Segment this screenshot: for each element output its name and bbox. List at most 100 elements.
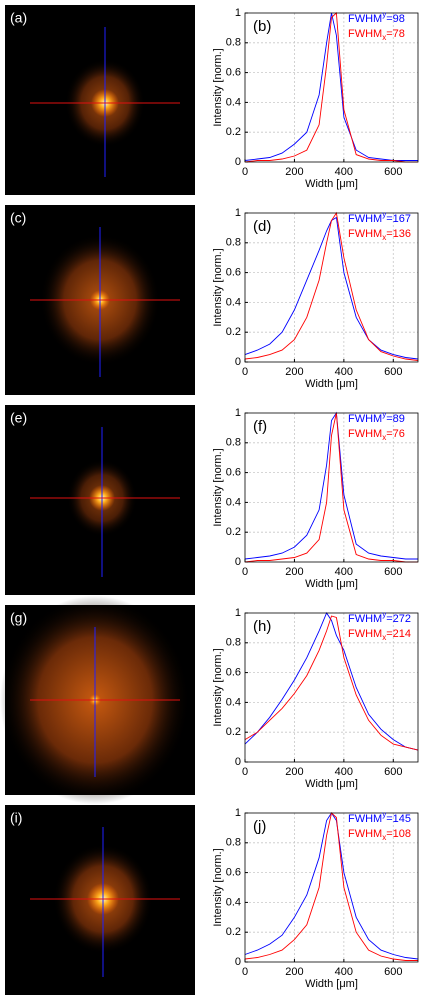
legend-subscript: x	[382, 433, 386, 442]
x-axis-label: Width [μm]	[305, 778, 358, 790]
legend-subscript: y	[382, 10, 386, 19]
legend-name: FWHM	[348, 413, 382, 425]
profile-curve	[244, 411, 418, 560]
image-label: (a)	[10, 10, 27, 26]
x-tick-label: 400	[335, 366, 353, 378]
x-tick-label: 600	[384, 166, 402, 178]
panel-label: (f)	[253, 418, 267, 435]
y-axis-label: Intensity [norm.]	[212, 448, 224, 526]
x-tick-label: 400	[335, 766, 353, 778]
x-tick-label: 600	[384, 966, 402, 978]
y-tick-label: 0.6	[226, 667, 241, 679]
x-tick-label: 0	[242, 766, 248, 778]
legend-value: =98	[386, 13, 405, 25]
y-axis-label: Intensity [norm.]	[212, 48, 224, 126]
image-label: (e)	[10, 410, 27, 426]
profile-curve	[244, 412, 418, 563]
legend-name: FWHM	[348, 828, 382, 840]
legend-name: FWHM	[348, 28, 382, 40]
profile-curve	[244, 615, 419, 751]
y-tick-label: 0.2	[226, 326, 241, 338]
x-tick-label: 200	[285, 566, 303, 578]
image-label: (c)	[10, 210, 26, 226]
y-tick-label: 0	[235, 956, 241, 968]
image-label: (g)	[10, 610, 27, 626]
legend-subscript: x	[382, 233, 386, 242]
y-tick-label: 0.8	[226, 37, 241, 49]
legend-name: FWHM	[348, 13, 382, 25]
legend-value: =214	[386, 628, 411, 640]
legend-entry: FWHMx=76	[348, 428, 405, 442]
legend-value: =78	[386, 28, 405, 40]
y-axis-label: Intensity [norm.]	[212, 848, 224, 926]
legend-entry: FWHMx=136	[348, 228, 411, 242]
legend-name: FWHM	[348, 613, 382, 625]
legend-name: FWHM	[348, 228, 382, 240]
x-tick-label: 200	[285, 966, 303, 978]
x-tick-label: 0	[242, 166, 248, 178]
y-tick-label: 0.2	[226, 726, 241, 738]
x-axis-label: Width [μm]	[305, 378, 358, 390]
legend-value: =76	[386, 428, 405, 440]
x-tick-label: 200	[285, 166, 303, 178]
image-label: (i)	[10, 810, 22, 826]
y-tick-label: 0.4	[226, 96, 241, 108]
y-tick-label: 0.8	[226, 437, 241, 449]
legend-subscript: x	[382, 833, 386, 842]
panel-label: (d)	[253, 218, 271, 235]
legend-subscript: y	[382, 410, 386, 419]
y-tick-label: 0.8	[226, 237, 241, 249]
y-tick-label: 0	[235, 156, 241, 168]
legend-value: =167	[386, 213, 411, 225]
legend-entry: FWHMy=145	[348, 810, 411, 825]
legend-name: FWHM	[348, 628, 382, 640]
legend-name: FWHM	[348, 428, 382, 440]
x-tick-label: 200	[285, 366, 303, 378]
y-tick-label: 0.4	[226, 696, 241, 708]
legend-subscript: x	[382, 33, 386, 42]
x-axis-label: Width [μm]	[305, 578, 358, 590]
panel-label: (j)	[253, 818, 266, 835]
x-tick-label: 0	[242, 366, 248, 378]
legend-value: =272	[386, 613, 411, 625]
legend-entry: FWHMx=214	[348, 628, 411, 642]
y-tick-label: 0.6	[226, 467, 241, 479]
x-tick-label: 400	[335, 166, 353, 178]
legend-subscript: y	[382, 210, 386, 219]
x-tick-label: 600	[384, 766, 402, 778]
y-tick-label: 0.6	[226, 267, 241, 279]
x-tick-label: 0	[242, 966, 248, 978]
x-tick-label: 400	[335, 566, 353, 578]
legend-entry: FWHMy=98	[348, 10, 405, 25]
axes-box	[244, 412, 419, 563]
x-tick-label: 0	[242, 566, 248, 578]
legend-entry: FWHMy=272	[348, 610, 411, 625]
y-tick-label: 0.4	[226, 496, 241, 508]
legend-value: =145	[386, 813, 411, 825]
x-axis-label: Width [μm]	[305, 178, 358, 190]
legend-value: =108	[386, 828, 411, 840]
x-axis-label: Width [μm]	[305, 978, 358, 990]
y-tick-label: 0.2	[226, 126, 241, 138]
y-tick-label: 0.6	[226, 67, 241, 79]
x-tick-label: 600	[384, 366, 402, 378]
legend-name: FWHM	[348, 213, 382, 225]
profile-curve	[244, 612, 419, 751]
y-tick-label: 1	[235, 207, 241, 219]
legend-subscript: y	[382, 810, 386, 819]
legend-name: FWHM	[348, 813, 382, 825]
legend-value: =136	[386, 228, 411, 240]
panel-label: (b)	[253, 18, 271, 35]
x-tick-label: 600	[384, 566, 402, 578]
y-tick-label: 0	[235, 556, 241, 568]
legend-value: =89	[386, 413, 405, 425]
y-tick-label: 1	[235, 7, 241, 19]
axes-box	[244, 812, 419, 963]
axes-box	[244, 612, 419, 763]
legend-subscript: x	[382, 633, 386, 642]
y-tick-label: 0.8	[226, 837, 241, 849]
legend-entry: FWHMx=78	[348, 28, 405, 42]
panel-label: (h)	[253, 618, 271, 635]
y-tick-label: 0.2	[226, 526, 241, 538]
